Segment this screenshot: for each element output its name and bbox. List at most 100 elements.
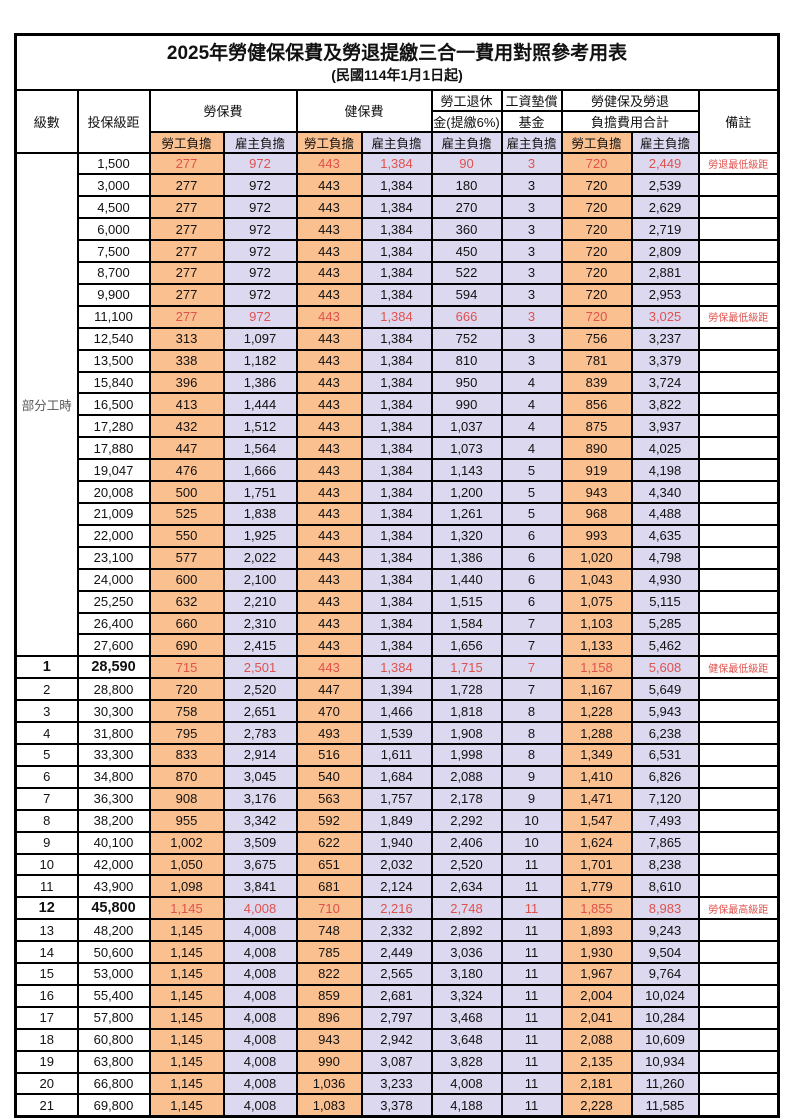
note-cell: [697, 677, 780, 702]
value-cell: 1,444: [222, 392, 298, 417]
note-cell: [697, 962, 780, 986]
col-header-health-insurance: 健保費: [295, 88, 433, 133]
table-row: 19,047 476 1,666 443 1,384 1,143 5 919 4,198: [16, 458, 780, 483]
bracket-cell: 28,800: [76, 677, 151, 702]
value-cell: 3,087: [360, 1049, 433, 1074]
value-cell: 443: [295, 414, 363, 439]
value-cell: 443: [295, 458, 363, 483]
value-cell: 270: [430, 195, 503, 220]
bracket-cell: 15,840: [76, 370, 151, 395]
table-header: 2025年勞健保保費及勞退提繳三合一費用對照參考用表 (民國114年1月1日起)…: [14, 33, 780, 154]
value-cell: 277: [148, 304, 225, 329]
value-cell: 8,610: [630, 874, 700, 899]
value-cell: 4,008: [222, 1093, 298, 1118]
bracket-cell: 8,700: [76, 261, 151, 285]
value-cell: 443: [295, 589, 363, 614]
value-cell: 3,324: [430, 983, 503, 1008]
value-cell: 3,675: [222, 852, 298, 877]
value-cell: 443: [295, 195, 363, 220]
bracket-cell: 7,500: [76, 239, 151, 264]
value-cell: 10,609: [630, 1027, 700, 1052]
value-cell: 4: [500, 392, 563, 417]
value-cell: 2,181: [560, 1071, 633, 1096]
bracket-cell: 24,000: [76, 567, 151, 592]
bracket-cell: 26,400: [76, 611, 151, 636]
value-cell: 7,493: [630, 808, 700, 833]
value-cell: 1,384: [360, 326, 433, 351]
value-cell: 1,584: [430, 611, 503, 636]
value-cell: 600: [148, 567, 225, 592]
value-cell: 90: [430, 151, 503, 176]
value-cell: 3,828: [430, 1049, 503, 1074]
value-cell: 1,384: [360, 480, 433, 504]
level-cell: 18: [14, 1027, 79, 1052]
value-cell: 443: [295, 173, 363, 198]
bracket-cell: 33,300: [76, 742, 151, 767]
note-cell: [697, 567, 780, 592]
value-cell: 8,983: [630, 896, 700, 921]
bracket-cell: 6,000: [76, 217, 151, 242]
value-cell: 3: [500, 195, 563, 220]
note-cell: [697, 983, 780, 1008]
value-cell: 1,384: [360, 523, 433, 548]
value-cell: 6: [500, 523, 563, 548]
value-cell: 2,942: [360, 1027, 433, 1052]
value-cell: 3,025: [630, 304, 700, 329]
note-cell: [697, 392, 780, 417]
value-cell: 972: [222, 217, 298, 242]
value-cell: 11: [500, 918, 563, 943]
value-cell: 9: [500, 786, 563, 811]
value-cell: 833: [148, 742, 225, 767]
value-cell: 592: [295, 808, 363, 833]
value-cell: 1,384: [360, 655, 433, 680]
bracket-cell: 4,500: [76, 195, 151, 220]
value-cell: 715: [148, 655, 225, 680]
value-cell: 1,384: [360, 458, 433, 483]
col-header-pension-line2: 金(提繳6%): [430, 109, 503, 133]
value-cell: 4,488: [630, 502, 700, 526]
col-header-note: 備註: [697, 88, 780, 154]
value-cell: 972: [222, 151, 298, 176]
note-cell: 勞保最高級距: [697, 896, 780, 921]
value-cell: 447: [295, 677, 363, 702]
value-cell: 443: [295, 348, 363, 373]
bracket-cell: 63,800: [76, 1049, 151, 1074]
value-cell: 859: [295, 983, 363, 1008]
value-cell: 443: [295, 523, 363, 548]
value-cell: 908: [148, 786, 225, 811]
value-cell: 9,504: [630, 940, 700, 965]
table-row: 8 38,200 955 3,342 592 1,849 2,292 10 1,547 7,493: [14, 808, 780, 833]
level-cell: 3: [14, 699, 79, 724]
bracket-cell: 13,500: [76, 348, 151, 373]
table-row: 15 53,000 1,145 4,008 822 2,565 3,180 11 1,967 9,…: [14, 962, 780, 986]
value-cell: 4,008: [222, 896, 298, 921]
value-cell: 522: [430, 261, 503, 285]
table-row: 16 55,400 1,145 4,008 859 2,681 3,324 11 2,004 10…: [14, 983, 780, 1008]
subheader-pension-employer: 雇主負擔: [430, 130, 503, 154]
value-cell: 1,097: [222, 326, 298, 351]
note-cell: [697, 1071, 780, 1096]
value-cell: 2,651: [222, 699, 298, 724]
value-cell: 1,539: [360, 721, 433, 745]
value-cell: 470: [295, 699, 363, 724]
value-cell: 8: [500, 721, 563, 745]
value-cell: 2,748: [430, 896, 503, 921]
value-cell: 972: [222, 173, 298, 198]
value-cell: 2,539: [630, 173, 700, 198]
value-cell: 1,320: [430, 523, 503, 548]
level-cell: 19: [14, 1049, 79, 1074]
value-cell: 3: [500, 239, 563, 264]
value-cell: 1,384: [360, 611, 433, 636]
value-cell: 1,512: [222, 414, 298, 439]
value-cell: 2,124: [360, 874, 433, 899]
level-cell: 13: [14, 918, 79, 943]
value-cell: 338: [148, 348, 225, 373]
value-cell: 651: [295, 852, 363, 877]
value-cell: 785: [295, 940, 363, 965]
value-cell: 795: [148, 721, 225, 745]
level-cell: 16: [14, 983, 79, 1008]
value-cell: 11: [500, 1049, 563, 1074]
value-cell: 3,180: [430, 962, 503, 986]
value-cell: 2,797: [360, 1005, 433, 1030]
value-cell: 6,826: [630, 764, 700, 789]
